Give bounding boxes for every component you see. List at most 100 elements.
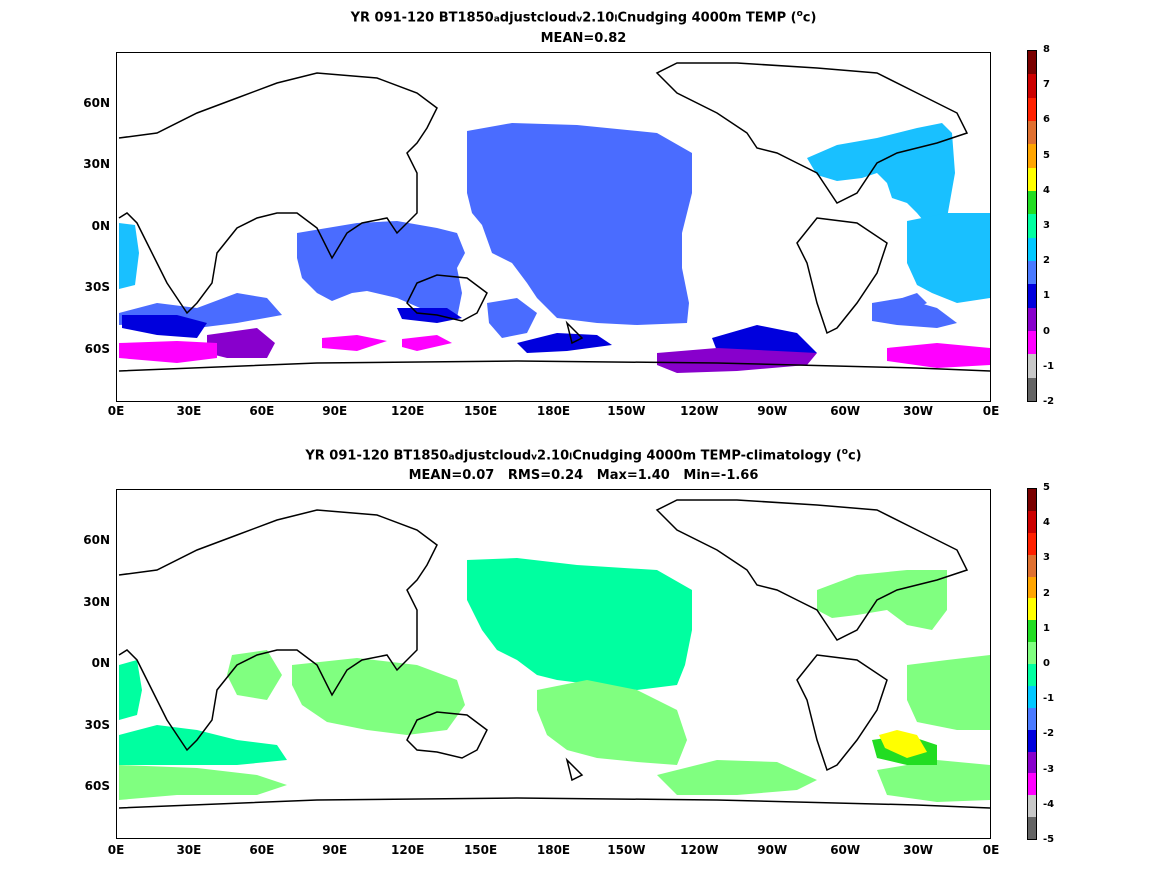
panel2-title-mid2: 2.10: [537, 448, 570, 464]
panel1-title-unit: c): [802, 10, 817, 26]
panel1-title-sub-l: l: [614, 14, 618, 25]
p1-colorbar: [1027, 50, 1037, 402]
p2-colorbar-swatch: [1028, 489, 1036, 511]
p2-xtick-7: 150W: [607, 843, 646, 857]
p1-indian-west-fill: [119, 223, 139, 289]
p2-colorbar-swatch: [1028, 532, 1036, 555]
p1-colorbar-tick: 5: [1043, 149, 1050, 161]
p1-xtick-0: 0E: [107, 404, 125, 418]
p2-colorbar-tick: 1: [1043, 622, 1050, 634]
p1-colorbar-swatch: [1028, 330, 1036, 355]
p1-colorbar-swatch: [1028, 74, 1036, 98]
p1-ytick-60n: 60N: [83, 96, 110, 110]
p1-colorbar-swatch: [1028, 284, 1036, 308]
p2-xtick-11: 30W: [903, 843, 934, 857]
p2-colorbar-swatch: [1028, 620, 1036, 643]
p1-colorbar-tick: 6: [1043, 114, 1050, 126]
p2-se-pacific-green: [657, 760, 817, 795]
p1-dark-blue-4: [712, 325, 817, 353]
panel2-stats: MEAN=0.07 RMS=0.24 Max=1.40 Min=-1.66: [408, 468, 759, 483]
panel1-title-mid2: 2.10: [582, 10, 615, 26]
p1-xtick-4: 120E: [391, 404, 425, 418]
p2-xtick-5: 150E: [463, 843, 498, 857]
p1-ytick-60s: 60S: [84, 342, 110, 356]
p2-xtick-8: 120W: [680, 843, 719, 857]
p1-colorbar-swatch: [1028, 214, 1036, 238]
p2-colorbar-swatch: [1028, 707, 1036, 730]
p2-indian-west-green: [227, 650, 282, 700]
p2-sw-pacific-green: [537, 680, 687, 765]
panel1-stats: MEAN=0.82: [540, 31, 627, 46]
p2-atl-south-green: [907, 655, 990, 730]
p2-colorbar-swatch: [1028, 773, 1036, 796]
p2-colorbar-swatch: [1028, 664, 1036, 686]
panel2-map: [116, 489, 991, 839]
p2-ytick-60n: 60N: [83, 533, 110, 547]
p2-xtick-3: 90E: [322, 843, 348, 857]
p1-colorbar-swatch: [1028, 144, 1036, 168]
p2-colorbar-tick: 0: [1043, 658, 1050, 669]
panel2-title: YR 091-120 BT1850adjustcloudv2.10lCnudgi…: [0, 444, 1167, 465]
p2-colorbar-swatch: [1028, 795, 1036, 818]
p2-colorbar-tick: -1: [1043, 693, 1055, 705]
p2-xtick-1: 30E: [176, 843, 202, 857]
p1-xtick-5: 150E: [463, 404, 498, 418]
panel2-title-mid: djustcloud: [454, 448, 532, 464]
p1-colorbar-swatch: [1028, 97, 1036, 121]
p1-colorbar-swatch: [1028, 167, 1036, 191]
panel2-map-svg: [118, 499, 990, 809]
p1-colorbar-swatch: [1028, 377, 1036, 401]
p1-colorbar-tick: 2: [1043, 255, 1050, 267]
p1-colorbar-tick: -1: [1043, 360, 1055, 372]
p1-magenta-1: [119, 341, 217, 363]
p2-colorbar-tick: 4: [1043, 517, 1050, 529]
p2-colorbar-swatch: [1028, 751, 1036, 774]
p2-xtick-0: 0E: [107, 843, 125, 857]
p2-mint-west-atl: [119, 660, 142, 720]
panel1-title-sub-v: v: [576, 14, 583, 25]
p2-colorbar-tick: 3: [1043, 552, 1050, 564]
p1-xtick-12: 0E: [982, 404, 1000, 418]
p1-xtick-7: 150W: [607, 404, 646, 418]
panel2-title-unit: c): [847, 448, 862, 464]
p1-magenta-2: [322, 335, 387, 351]
p2-colorbar-swatch: [1028, 510, 1036, 533]
p1-colorbar-swatch: [1028, 120, 1036, 145]
panel2-title-deg: o: [841, 447, 848, 457]
p1-xtick-1: 30E: [176, 404, 202, 418]
p1-south-atlantic-blue: [872, 298, 957, 328]
p1-sw-pacific-blue: [487, 298, 537, 338]
p2-xtick-10: 60W: [830, 843, 861, 857]
p1-purple-2: [657, 348, 817, 373]
p2-xtick-9: 90W: [757, 843, 788, 857]
p1-xtick-10: 60W: [830, 404, 861, 418]
p1-magenta-3: [402, 335, 452, 351]
p2-colorbar-tick: -2: [1043, 728, 1055, 740]
p1-xtick-2: 60E: [249, 404, 275, 418]
p2-pacific-mint: [467, 558, 692, 690]
panel1-title-mid: djustcloud: [499, 10, 577, 26]
p1-ytick-30n: 30N: [83, 157, 110, 171]
p1-pacific-north-blue: [467, 123, 692, 325]
p1-dark-blue-3: [517, 333, 612, 353]
panel1-map: [116, 52, 991, 402]
p2-ytick-0n: 0N: [91, 656, 110, 670]
p2-yellow-patch: [879, 730, 927, 758]
p2-ytick-30s: 30S: [84, 718, 110, 732]
p1-xtick-9: 90W: [757, 404, 788, 418]
p2-colorbar-swatch: [1028, 554, 1036, 577]
p1-colorbar-tick: -2: [1043, 396, 1055, 407]
p1-colorbar-tick: 8: [1043, 44, 1050, 55]
p2-colorbar-tick: 5: [1043, 482, 1050, 493]
panel1-map-svg: [118, 62, 990, 373]
p1-colorbar-swatch: [1028, 307, 1036, 331]
p2-colorbar-swatch: [1028, 598, 1036, 621]
p2-colorbar-tick: -5: [1043, 834, 1055, 845]
p1-coastline: [118, 62, 990, 372]
p2-coastline: [118, 499, 990, 809]
p2-colorbar-tick: -3: [1043, 763, 1055, 775]
p2-xtick-2: 60E: [249, 843, 275, 857]
p2-southern-green: [119, 765, 287, 800]
panel1-title-sub-a: a: [493, 14, 500, 25]
p2-indian-green: [292, 658, 465, 735]
